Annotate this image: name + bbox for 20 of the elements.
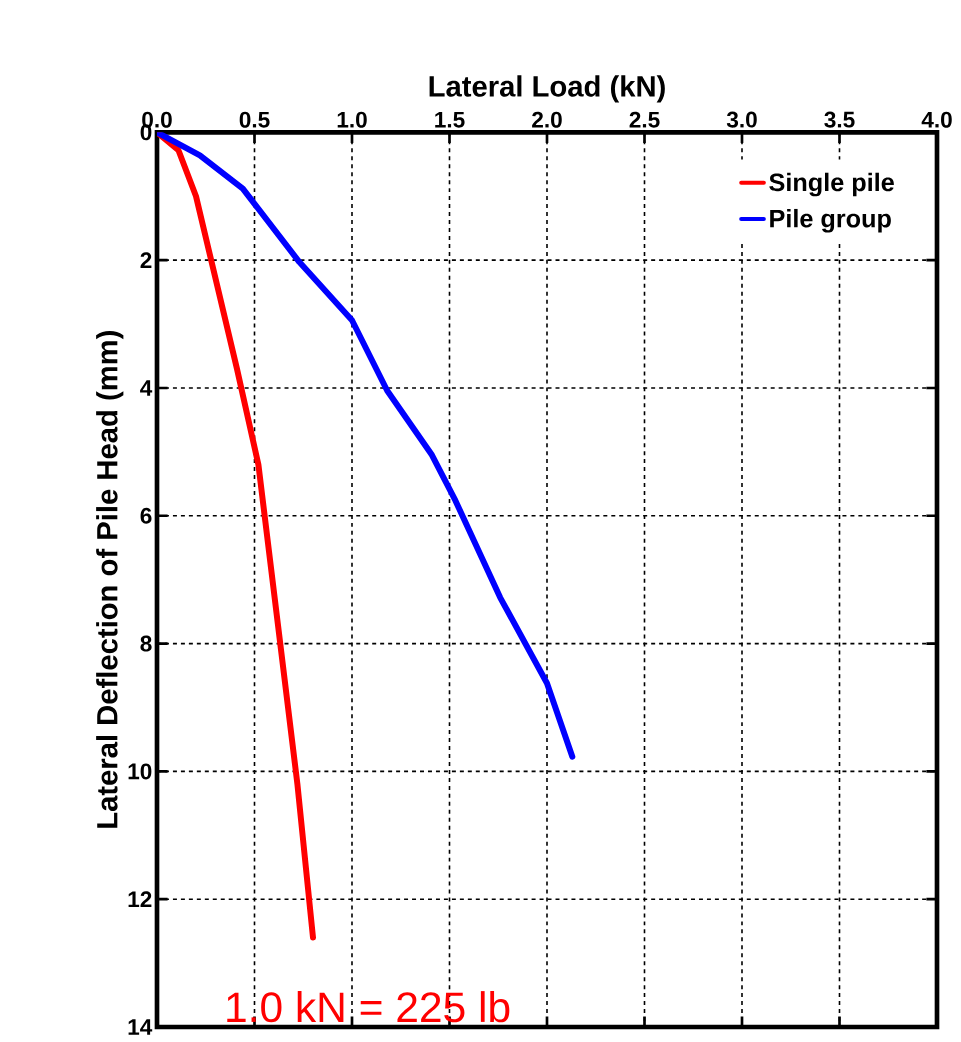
x-tick-label: 4.0 [921, 111, 952, 128]
x-tick-label: 1.5 [435, 111, 465, 128]
y-tick-label: 6 [140, 507, 152, 524]
y-tick-label: 4 [140, 380, 153, 396]
y-tick-label: 12 [128, 891, 152, 908]
x-tick-label: 2.0 [532, 111, 562, 128]
y-tick-label: 10 [128, 763, 152, 780]
x-tick-label: 3.5 [824, 111, 855, 128]
x-tick-label: 2.5 [629, 111, 660, 128]
x-tick-label: 3.0 [726, 111, 757, 128]
y-tick-label: 2 [140, 252, 152, 269]
x-axis-title: Lateral Load (kN) [429, 75, 665, 103]
x-tick-label: 0.5 [239, 111, 270, 128]
legend-label: Pile group [770, 208, 891, 233]
legend-label: Single pile [769, 172, 894, 197]
y-tick-label: 14 [128, 1019, 153, 1035]
x-tick-label: 1.0 [337, 111, 367, 128]
y-tick-label: 8 [140, 635, 152, 652]
y-axis-title: Lateral Deflection of Pile Head (mm) [96, 331, 124, 828]
annotation: 1.0 kN = 225 lb [227, 991, 510, 1023]
